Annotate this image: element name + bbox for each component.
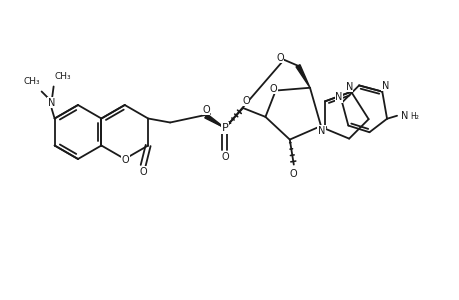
Text: O: O xyxy=(202,105,209,115)
Text: O: O xyxy=(139,167,146,176)
Text: H₂: H₂ xyxy=(409,112,418,121)
Text: O: O xyxy=(275,53,283,63)
Text: N: N xyxy=(381,81,388,91)
Text: CH₃: CH₃ xyxy=(54,71,71,80)
Text: N: N xyxy=(317,126,325,136)
Text: N: N xyxy=(335,92,342,102)
Text: CH₃: CH₃ xyxy=(23,76,40,85)
Text: O: O xyxy=(241,96,249,106)
Text: O: O xyxy=(221,152,228,162)
Text: P: P xyxy=(221,123,228,133)
Text: N: N xyxy=(48,98,55,107)
Text: O: O xyxy=(122,155,129,165)
Text: N: N xyxy=(345,82,352,92)
Text: N: N xyxy=(401,111,408,121)
Polygon shape xyxy=(204,114,224,128)
Polygon shape xyxy=(296,65,309,88)
Polygon shape xyxy=(320,126,326,131)
Text: O: O xyxy=(289,169,297,178)
Text: O: O xyxy=(269,84,277,94)
